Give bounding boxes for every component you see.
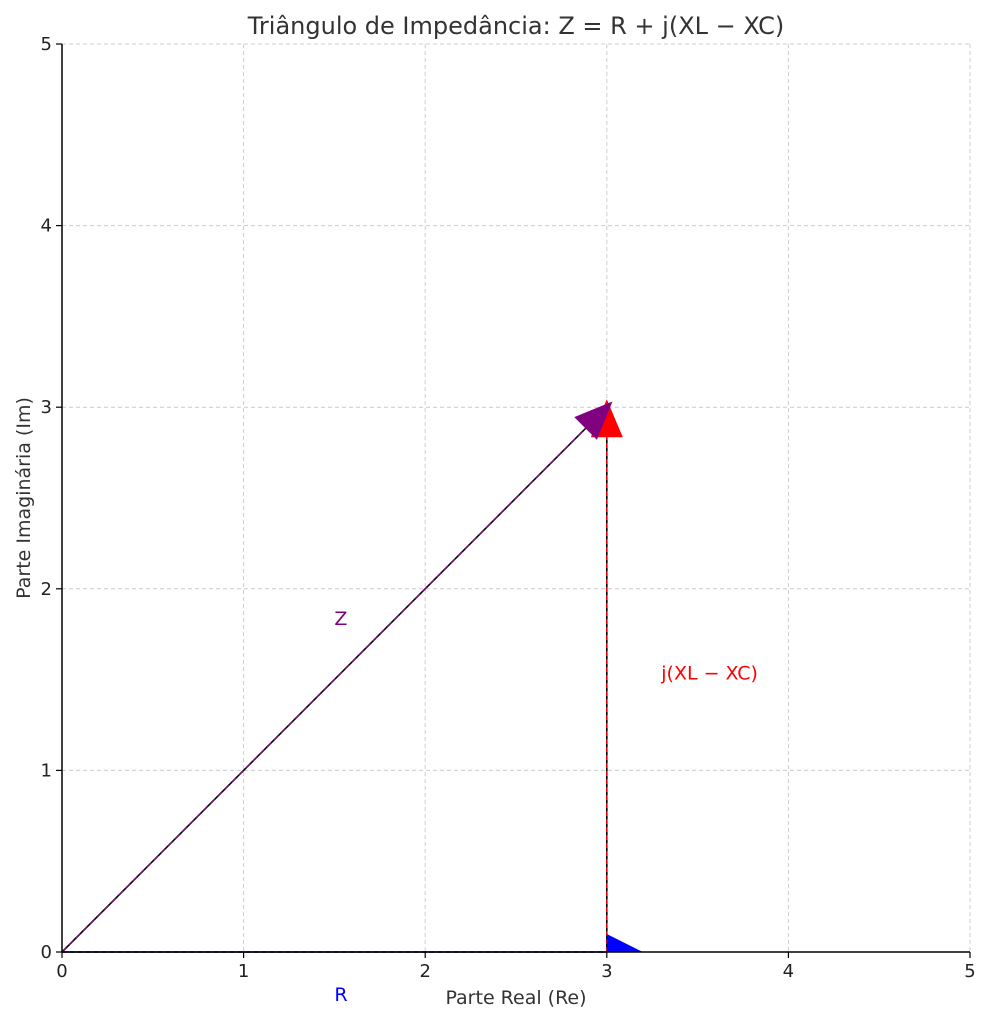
x-tick-label: 4	[783, 961, 794, 982]
tick-labels: 0 1 2 3 4 5 0 1 2 3 4 5	[41, 34, 976, 982]
annotation-jx: j(XL − XC)	[660, 663, 758, 685]
annotations: Zj(XL − XC) R	[334, 608, 757, 1006]
y-tick-label: 2	[41, 579, 52, 600]
y-tick-label: 3	[41, 397, 52, 418]
y-tick-label: 1	[41, 760, 52, 781]
vector-z-dash	[61, 406, 608, 953]
vectors	[61, 399, 643, 953]
y-tick-label: 4	[41, 216, 52, 237]
y-axis-label: Parte Imaginária (Im)	[13, 397, 35, 599]
x-tick-label: 5	[964, 961, 975, 982]
annotation-z: Z	[334, 608, 347, 630]
x-axis-label: Parte Real (Re)	[445, 987, 586, 1009]
chart-title: Triângulo de Impedância: Z = R + j(XL − …	[247, 12, 784, 40]
x-tick-label: 1	[238, 961, 249, 982]
x-tick-label: 3	[601, 961, 612, 982]
axes-spines	[61, 44, 970, 953]
x-tick-label: 0	[56, 961, 67, 982]
x-tick-label: 2	[419, 961, 430, 982]
y-tick-label: 5	[41, 34, 52, 55]
y-tick-label: 0	[41, 942, 52, 963]
annotation-r: R	[334, 984, 347, 1006]
vector-z-arrowhead	[574, 401, 613, 440]
vector-r-arrowhead	[606, 934, 643, 952]
